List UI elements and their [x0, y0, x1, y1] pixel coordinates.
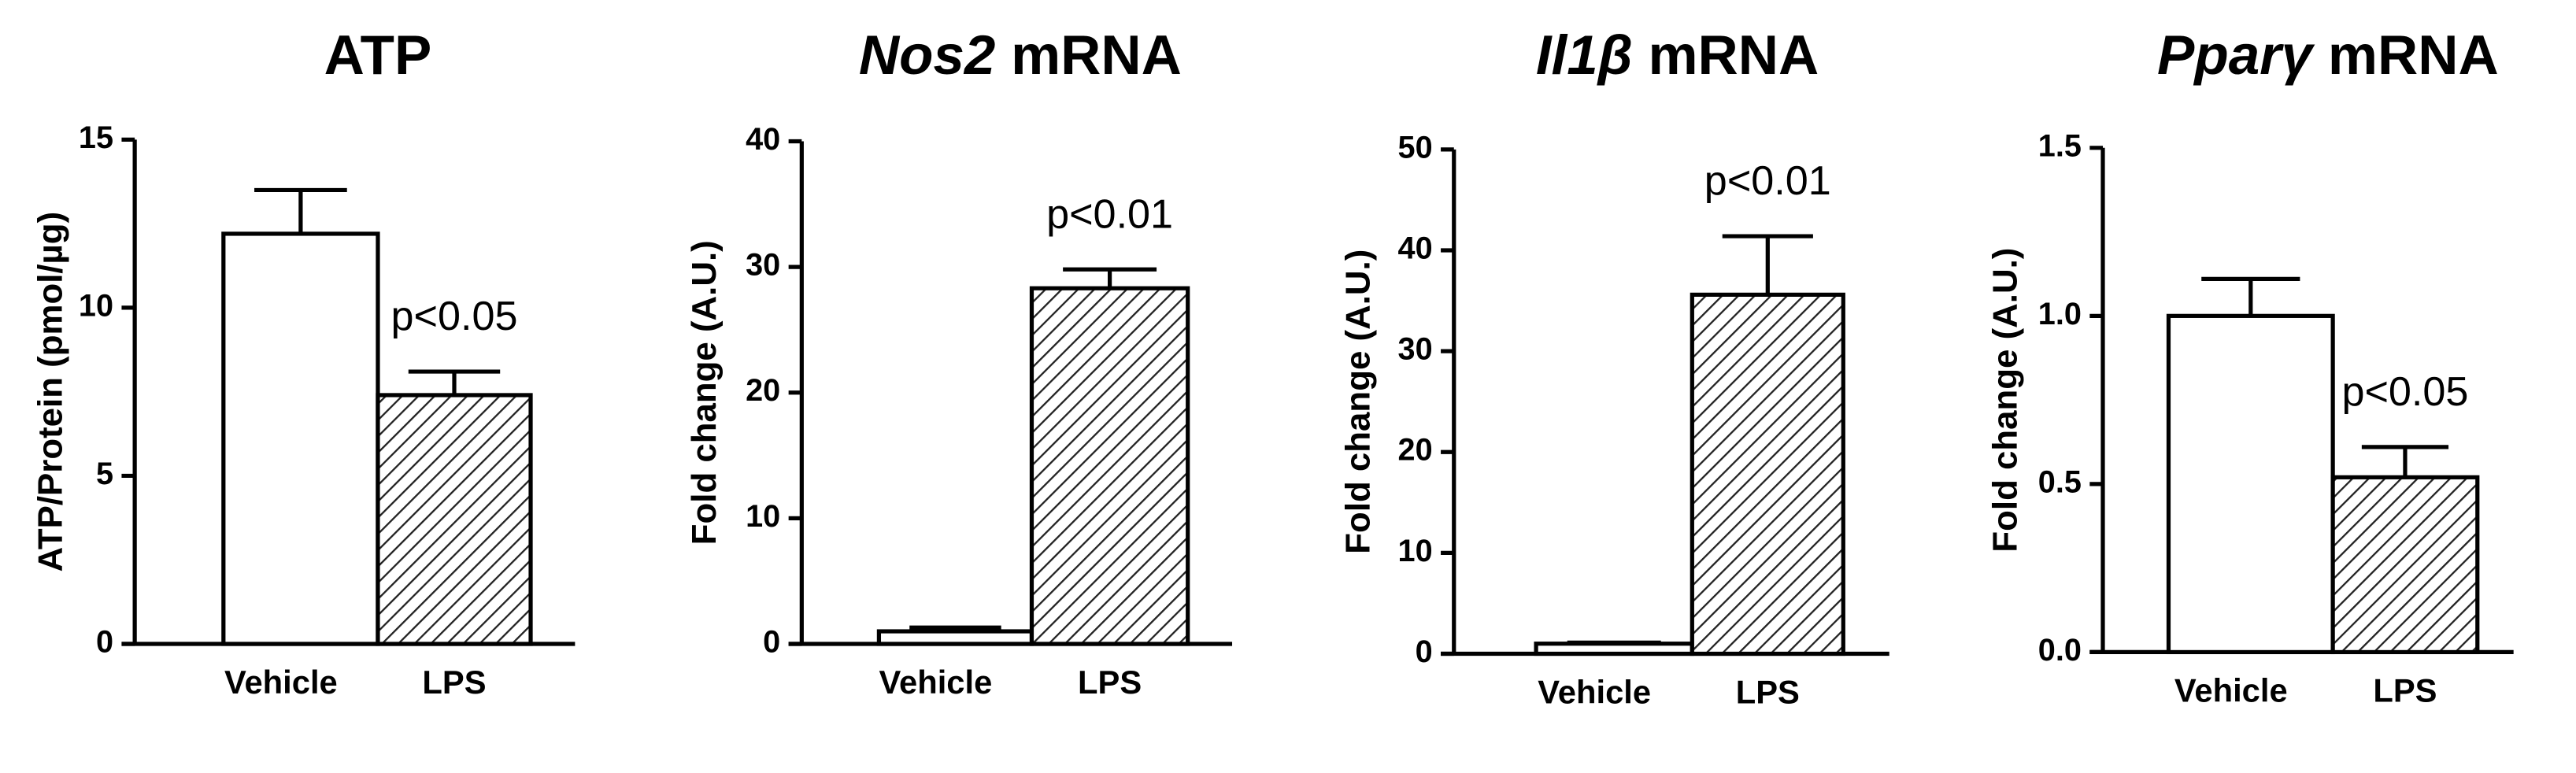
bar	[1029, 286, 1190, 646]
y-tick-label: 10	[1398, 534, 1433, 568]
title-space	[2312, 24, 2328, 87]
y-tick-label: 10	[746, 499, 780, 534]
title-text: mRNA	[1011, 24, 1182, 87]
y-tick-label: 1.0	[2038, 297, 2082, 331]
bar	[1690, 292, 1845, 656]
y-axis-label: Fold change (A.U.)	[1986, 248, 2025, 553]
annotation: p<0.01	[1046, 191, 1173, 237]
annotation: p<0.01	[1704, 158, 1831, 204]
x-tick-label: LPS	[2373, 672, 2437, 709]
y-tick-label: 40	[1398, 231, 1433, 265]
title-text: mRNA	[2328, 24, 2499, 87]
panel: Pparγ mRNA Fold change (A.U.) 0.0 0.5 1.0 1.5…	[1986, 24, 2514, 709]
y-tick-label: 0	[763, 624, 780, 659]
x-tick-label: LPS	[1078, 664, 1142, 701]
y-tick-label: 20	[1398, 433, 1433, 468]
y-axis-label: Fold change (A.U.)	[1338, 250, 1377, 554]
annotation: p<0.05	[391, 294, 518, 339]
chart-title: Nos2 mRNA	[859, 24, 1182, 87]
title-text: ATP	[324, 24, 432, 87]
title-space	[1633, 24, 1649, 87]
panel: Il1β mRNA Fold change (A.U.) 0 10 20 30 40 50 Ve…	[1338, 24, 1889, 711]
y-tick-label: 10	[79, 288, 113, 323]
y-tick-label: 1.5	[2038, 128, 2082, 163]
annotation: p<0.05	[2341, 369, 2468, 415]
y-tick-label: 30	[1398, 332, 1433, 367]
x-tick-label: LPS	[1736, 674, 1800, 711]
title-text: mRNA	[1648, 24, 1819, 87]
y-tick-label: 0	[96, 624, 113, 659]
panel: ATP ATP/Protein (pmol/µg) 0 5 10 15 Vehicle LPS…	[31, 24, 576, 701]
x-tick-label: Vehicle	[879, 664, 993, 701]
y-tick-label: 0.5	[2038, 464, 2082, 499]
y-tick-label: 50	[1398, 130, 1433, 165]
y-axis-label: Fold change (A.U.)	[685, 240, 724, 545]
y-tick-label: 20	[746, 373, 780, 408]
bar	[1534, 642, 1694, 656]
bar	[376, 393, 533, 646]
x-tick-label: Vehicle	[224, 664, 338, 701]
chart-title: Il1β mRNA	[1536, 24, 1819, 87]
y-tick-label: 40	[746, 122, 780, 157]
y-tick-label: 5	[96, 457, 113, 491]
x-tick-label: LPS	[422, 664, 486, 701]
x-tick-label: Vehicle	[1538, 674, 1651, 711]
chart-title: ATP	[324, 24, 432, 87]
title-italic: Pparγ	[2157, 24, 2315, 87]
chart-title: Pparγ mRNA	[2157, 24, 2499, 87]
y-tick-label: 0	[1416, 634, 1433, 669]
y-axis-label: ATP/Protein (pmol/µg)	[31, 212, 69, 572]
x-tick-label: Vehicle	[2174, 672, 2288, 709]
title-italic: Il1β	[1536, 24, 1633, 87]
title-space	[995, 24, 1011, 87]
title-italic: Nos2	[859, 24, 995, 87]
bar	[221, 231, 380, 646]
bar	[2166, 313, 2335, 655]
y-tick-label: 30	[746, 248, 780, 283]
y-tick-label: 15	[79, 120, 113, 155]
bar	[2330, 475, 2480, 655]
panel: Nos2 mRNA Fold change (A.U.) 0 10 20 30 40 Vehi…	[685, 24, 1233, 701]
bar	[876, 629, 1034, 646]
y-tick-label: 0.0	[2038, 633, 2082, 668]
